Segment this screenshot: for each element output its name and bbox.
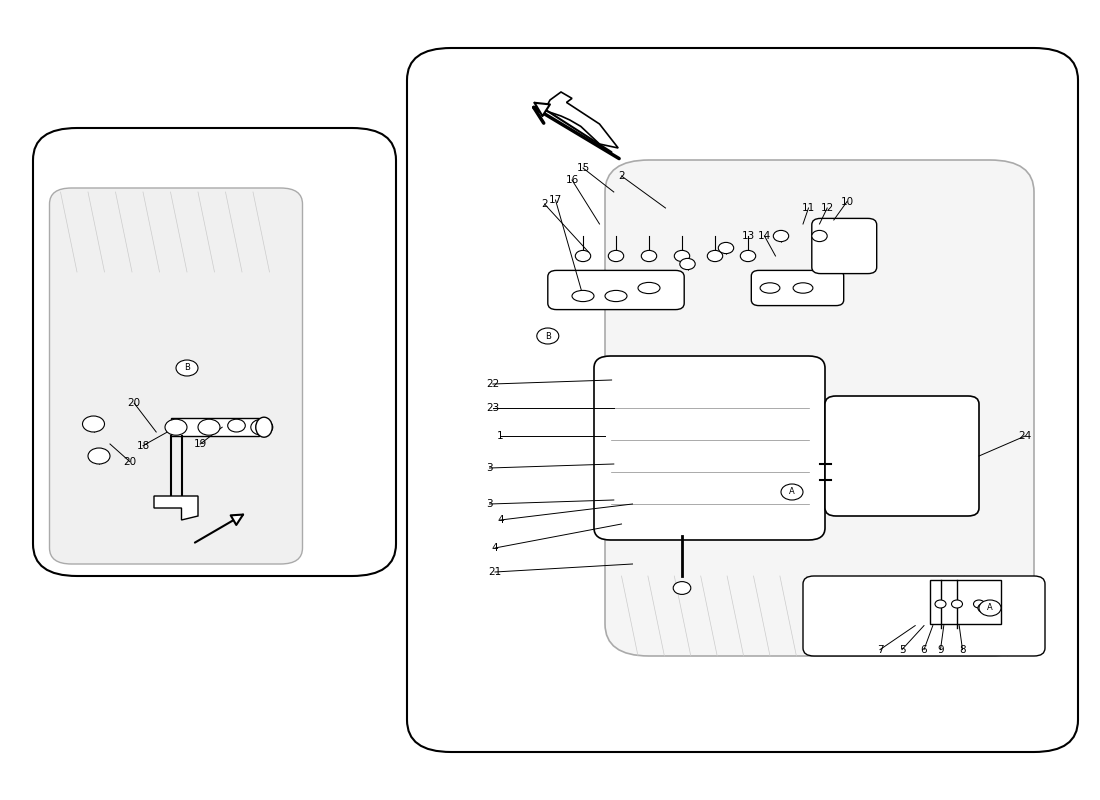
Text: 24: 24: [1019, 431, 1032, 441]
Ellipse shape: [793, 282, 813, 294]
Circle shape: [718, 242, 734, 254]
Text: 22: 22: [486, 379, 499, 389]
FancyBboxPatch shape: [825, 396, 979, 516]
Circle shape: [680, 258, 695, 270]
Text: 13: 13: [741, 231, 755, 241]
Text: 2: 2: [541, 199, 548, 209]
Text: 985: 985: [833, 610, 883, 638]
Text: A: A: [789, 487, 795, 497]
Circle shape: [740, 250, 756, 262]
Circle shape: [952, 600, 962, 608]
Circle shape: [165, 419, 187, 435]
Bar: [930, 580, 1001, 624]
Circle shape: [773, 230, 789, 242]
Bar: [170, 418, 258, 436]
Text: 17: 17: [549, 195, 562, 205]
Text: 11: 11: [802, 203, 815, 213]
Circle shape: [608, 250, 624, 262]
Circle shape: [537, 328, 559, 344]
Circle shape: [198, 419, 220, 435]
Text: 3: 3: [486, 499, 493, 509]
FancyBboxPatch shape: [605, 160, 1034, 656]
FancyBboxPatch shape: [548, 270, 684, 310]
Text: 4: 4: [492, 543, 498, 553]
Circle shape: [673, 582, 691, 594]
Text: 9: 9: [937, 645, 944, 654]
FancyBboxPatch shape: [407, 48, 1078, 752]
Circle shape: [641, 250, 657, 262]
Text: 15: 15: [576, 163, 590, 173]
FancyBboxPatch shape: [33, 128, 396, 576]
Ellipse shape: [760, 282, 780, 294]
FancyBboxPatch shape: [594, 356, 825, 540]
Circle shape: [674, 250, 690, 262]
FancyBboxPatch shape: [812, 218, 877, 274]
Polygon shape: [154, 496, 198, 520]
Text: 23: 23: [486, 403, 499, 413]
Ellipse shape: [605, 290, 627, 302]
Text: 10: 10: [840, 197, 854, 206]
Text: 2: 2: [618, 171, 625, 181]
Circle shape: [812, 230, 827, 242]
Circle shape: [228, 419, 245, 432]
Ellipse shape: [638, 282, 660, 294]
Circle shape: [176, 360, 198, 376]
Text: 8: 8: [959, 645, 966, 654]
Text: 19: 19: [194, 439, 207, 449]
Circle shape: [979, 600, 1001, 616]
Text: 20: 20: [128, 398, 141, 408]
Polygon shape: [544, 92, 618, 148]
Text: 16: 16: [565, 175, 579, 185]
Text: 6: 6: [921, 645, 927, 654]
Text: 1: 1: [497, 431, 504, 441]
Text: 7: 7: [877, 645, 883, 654]
Text: A: A: [987, 603, 993, 613]
Circle shape: [251, 419, 273, 435]
Circle shape: [781, 484, 803, 500]
Ellipse shape: [572, 290, 594, 302]
Circle shape: [935, 600, 946, 608]
Circle shape: [707, 250, 723, 262]
Text: B: B: [544, 331, 551, 341]
Circle shape: [978, 603, 991, 613]
Ellipse shape: [255, 418, 273, 437]
Text: B: B: [184, 363, 190, 373]
Text: eurospares: eurospares: [452, 323, 912, 509]
Text: 18: 18: [136, 441, 150, 450]
Circle shape: [88, 448, 110, 464]
Text: 14: 14: [758, 231, 771, 241]
FancyBboxPatch shape: [751, 270, 844, 306]
Text: 21: 21: [488, 567, 502, 577]
Text: 4: 4: [497, 515, 504, 525]
Text: 3: 3: [486, 463, 493, 473]
FancyBboxPatch shape: [50, 188, 302, 564]
Text: a passion for parts: a passion for parts: [462, 457, 748, 535]
Text: 20: 20: [123, 457, 136, 466]
Text: 5: 5: [899, 645, 905, 654]
FancyBboxPatch shape: [803, 576, 1045, 656]
Circle shape: [82, 416, 104, 432]
Text: www.eurospares.co.uk: www.eurospares.co.uk: [683, 545, 857, 575]
Circle shape: [575, 250, 591, 262]
Circle shape: [974, 600, 984, 608]
Text: 12: 12: [821, 203, 834, 213]
